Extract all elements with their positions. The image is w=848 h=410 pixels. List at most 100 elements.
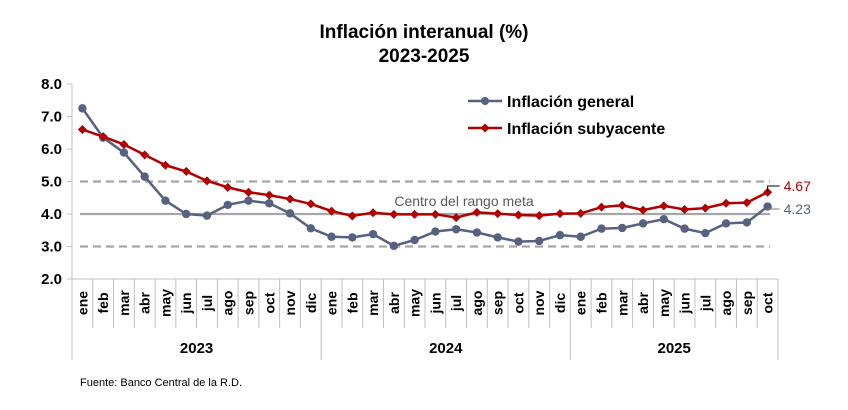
x-tick-label: may	[407, 289, 423, 317]
x-tick-label: ago	[220, 291, 236, 316]
legend: Inflación general Inflación subyacente	[468, 94, 665, 138]
data-point-general	[244, 196, 253, 205]
data-point-subyacente	[119, 139, 129, 149]
x-tick-label: oct	[760, 292, 776, 313]
x-tick-label: feb	[95, 293, 111, 314]
data-point-subyacente	[202, 176, 212, 186]
x-tick-label: dic	[303, 293, 319, 313]
data-point-subyacente	[160, 160, 170, 170]
x-tick-label: dic	[552, 293, 568, 313]
data-point-subyacente	[140, 150, 150, 160]
data-point-subyacente	[264, 190, 274, 200]
data-point-subyacente	[285, 194, 295, 204]
data-point-general	[306, 224, 315, 233]
year-label: 2025	[657, 340, 690, 357]
data-point-general	[576, 232, 585, 241]
legend-marker	[480, 123, 490, 133]
data-point-subyacente	[597, 202, 606, 212]
x-tick-label: feb	[594, 293, 610, 314]
data-point-subyacente	[98, 132, 108, 142]
x-tick-label: ene	[324, 291, 340, 315]
x-tick-label: ago	[718, 291, 734, 316]
data-point-subyacente	[742, 198, 752, 208]
data-point-general	[161, 196, 170, 205]
x-tick-label: abr	[635, 292, 651, 314]
data-point-general	[680, 224, 689, 233]
x-tick-label: mar	[365, 290, 381, 316]
data-point-general	[389, 241, 399, 251]
data-point-general	[514, 237, 523, 246]
data-point-general	[742, 218, 752, 227]
legend-label: Inflación general	[507, 94, 634, 111]
x-tick-label: may	[656, 289, 672, 317]
data-point-general	[265, 199, 274, 208]
x-tick-label: may	[157, 289, 173, 317]
data-point-general	[119, 148, 129, 157]
year-label: 2024	[429, 340, 463, 357]
data-point-general	[285, 209, 295, 218]
reference-label: Centro del rango meta	[394, 193, 534, 209]
data-point-general	[368, 229, 378, 239]
x-tick-label: mar	[614, 290, 630, 316]
legend-marker	[481, 97, 489, 105]
source-note: Fuente: Banco Central de la R.D.	[80, 377, 242, 389]
data-point-subyacente	[680, 204, 690, 214]
x-tick-label: mar	[116, 290, 132, 316]
data-point-subyacente	[493, 209, 503, 219]
data-point-subyacente	[181, 166, 191, 176]
data-point-general	[721, 219, 731, 228]
data-point-general	[555, 230, 565, 240]
x-tick-label: oct	[510, 292, 526, 313]
x-tick-label: sep	[739, 291, 755, 315]
y-tick-label: 6.0	[41, 141, 62, 158]
data-point-general	[202, 211, 212, 220]
end-value-label-1: 4.67	[784, 178, 811, 194]
data-point-general	[327, 232, 336, 241]
data-point-subyacente	[555, 209, 565, 219]
y-tick-label: 7.0	[41, 109, 62, 126]
y-tick-label: 8.0	[41, 76, 62, 93]
x-tick-label: jun	[427, 293, 443, 315]
x-tick-label: feb	[344, 293, 360, 314]
chart-title: Inflación interanual (%)	[319, 22, 528, 43]
series-line-1	[81, 128, 769, 219]
end-label-leader	[767, 185, 780, 193]
data-point-general	[431, 227, 440, 236]
reference-label-bg	[381, 192, 547, 210]
x-tick-label: jun	[178, 293, 194, 315]
data-point-subyacente	[659, 201, 669, 211]
data-point-subyacente	[700, 203, 710, 213]
x-tick-label: sep	[490, 291, 506, 315]
data-point-subyacente	[430, 209, 440, 219]
data-point-general	[223, 200, 232, 210]
x-tick-label: jun	[677, 293, 693, 315]
end-value-label-0: 4.23	[784, 201, 811, 217]
data-point-subyacente	[721, 198, 731, 208]
data-point-general	[451, 225, 461, 234]
y-tick-label: 2.0	[41, 271, 62, 288]
x-tick-label: ene	[74, 291, 90, 315]
year-label: 2023	[180, 340, 213, 357]
y-tick-label: 3.0	[41, 239, 62, 256]
data-point-subyacente	[327, 206, 337, 216]
data-point-general	[410, 235, 419, 245]
data-point-general	[348, 233, 357, 242]
data-point-subyacente	[77, 125, 87, 134]
data-point-general	[638, 219, 648, 228]
data-point-subyacente	[617, 200, 627, 210]
data-point-subyacente	[576, 208, 586, 218]
data-point-subyacente	[347, 211, 357, 221]
data-point-general	[493, 233, 502, 242]
x-tick-label: ago	[469, 291, 485, 316]
data-point-general	[78, 104, 87, 113]
legend-label: Inflación subyacente	[507, 121, 665, 138]
data-point-subyacente	[410, 209, 420, 219]
data-point-subyacente	[223, 182, 233, 192]
y-tick-label: 4.0	[41, 206, 62, 223]
x-tick-label: sep	[241, 291, 257, 315]
series-line-0	[81, 107, 769, 248]
data-point-subyacente	[368, 208, 378, 218]
data-point-subyacente	[451, 213, 461, 223]
